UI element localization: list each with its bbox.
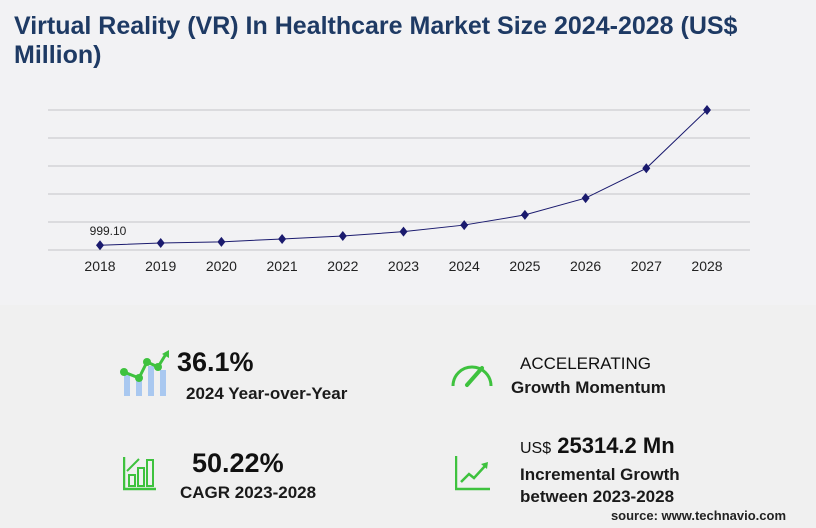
x-tick-label: 2021 <box>267 258 298 274</box>
data-label: 999.10 <box>90 224 127 238</box>
cagr-value: 50.22% <box>192 448 284 478</box>
momentum-value: ACCELERATING <box>520 354 651 373</box>
data-point <box>460 220 469 231</box>
incremental-label-1: Incremental Growth <box>520 465 680 484</box>
data-point <box>581 193 590 204</box>
momentum-label: Growth Momentum <box>511 378 666 397</box>
x-tick-label: 2026 <box>570 258 601 274</box>
data-point <box>156 238 165 249</box>
incremental-value: US$ 25314.2 Mn <box>520 433 675 459</box>
x-tick-label: 2020 <box>206 258 237 274</box>
source-note: source: www.technavio.com <box>610 508 786 523</box>
chart-title: Virtual Reality (VR) In Healthcare Marke… <box>14 12 738 69</box>
x-tick-label: 2028 <box>691 258 722 274</box>
incremental-label-2: between 2023-2028 <box>520 487 675 506</box>
data-point <box>642 163 651 174</box>
x-tick-label: 2025 <box>509 258 540 274</box>
data-point <box>217 236 226 247</box>
kpi-panel: 36.1% 2024 Year-over-Year ACCELERATING G… <box>0 305 816 528</box>
bar-chart-icon <box>123 457 156 491</box>
speedometer-icon <box>451 365 493 387</box>
growth-chart-icon <box>120 350 169 396</box>
data-point <box>338 231 347 242</box>
data-point <box>703 105 711 115</box>
yoy-label: 2024 Year-over-Year <box>186 384 348 403</box>
x-tick-label: 2023 <box>388 258 419 274</box>
x-tick-label: 2019 <box>145 258 176 274</box>
data-point <box>278 233 287 244</box>
trend-up-icon <box>455 456 490 491</box>
data-point <box>520 209 529 220</box>
incremental-amount: 25314.2 Mn <box>557 433 675 458</box>
x-tick-label: 2018 <box>84 258 115 274</box>
x-tick-label: 2024 <box>449 258 480 274</box>
series-line <box>99 109 708 246</box>
cagr-label: CAGR 2023-2028 <box>180 483 317 502</box>
data-point <box>399 226 408 237</box>
yoy-value: 36.1% <box>177 347 254 377</box>
currency-prefix: US$ <box>520 440 552 457</box>
line-chart: 2018 999.10 2019 2020 2021 2022 2023 2024 2025 20… <box>48 105 750 274</box>
data-point <box>96 240 104 251</box>
x-tick-label: 2022 <box>327 258 358 274</box>
x-tick-label: 2027 <box>631 258 662 274</box>
